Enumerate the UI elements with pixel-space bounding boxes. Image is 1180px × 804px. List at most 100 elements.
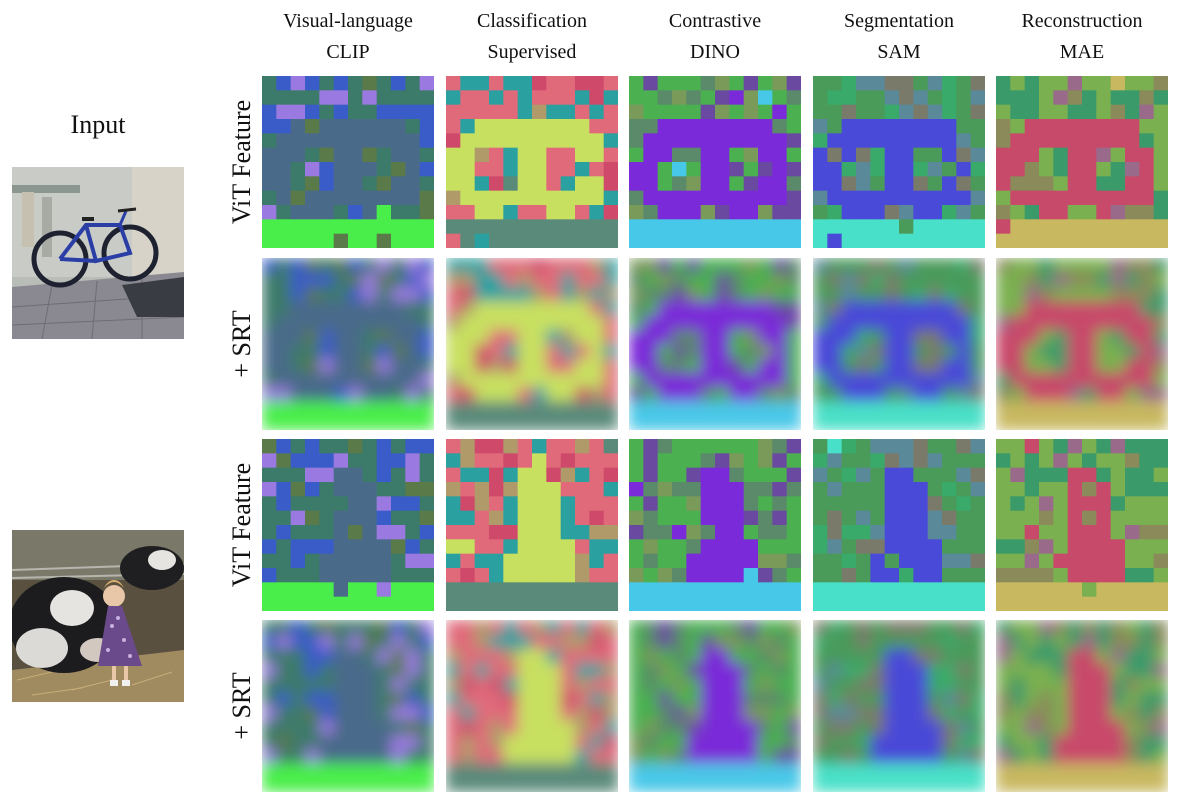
feature-patch [672,620,687,635]
feature-patch [913,568,929,583]
feature-patch [1110,358,1126,374]
feature-patch [970,176,985,192]
feature-patch [376,104,392,120]
feature-patch [1024,620,1040,635]
feature-patch [405,301,421,316]
feature-patch [405,329,421,345]
feature-patch [913,133,929,149]
feature-patch [333,663,349,678]
feature-patch [474,315,490,331]
feature-patch [603,415,618,430]
feature-patch [657,258,673,273]
feature-patch [1067,525,1083,540]
feature-patch [1067,777,1083,792]
feature-patch [758,777,773,792]
feature-patch [276,777,292,792]
feature-patch [589,510,605,526]
feature-patch [1139,176,1155,192]
feature-patch [1010,525,1026,540]
feature-patch [603,104,618,120]
feature-patch [305,104,320,120]
feature-patch [870,315,886,331]
feature-patch [715,620,730,635]
feature-patch [643,190,659,206]
feature-patch [827,453,843,469]
feature-patch [532,691,547,707]
feature-patch [870,205,886,220]
feature-patch [503,482,519,497]
feature-patch [362,706,378,721]
feature-patch [841,525,857,540]
feature-patch [1024,219,1040,235]
feature-patch [672,119,687,134]
feature-patch [942,620,957,635]
feature-patch [405,706,421,721]
feature-patch [1024,706,1040,721]
feature-patch [686,301,702,316]
feature-patch [686,372,702,388]
feature-patch [290,525,306,540]
feature-patch [686,482,702,497]
feature-patch [1139,749,1155,764]
feature-patch [262,176,277,192]
feature-patch [629,706,644,721]
feature-patch [786,620,801,635]
feature-patch [686,763,702,779]
feature-patch [786,372,801,388]
feature-patch [532,147,547,163]
feature-patch [813,496,828,512]
feature-patch [1139,205,1155,220]
feature-patch [333,553,349,569]
feature-patch [1110,205,1126,220]
feature-patch [729,720,745,736]
feature-patch [503,663,519,678]
feature-patch [474,496,490,512]
feature-patch [1139,510,1155,526]
feature-patch [1067,691,1083,707]
feature-patch [772,734,788,750]
feature-patch [446,344,461,359]
feature-patch [970,90,985,106]
feature-patch [575,387,590,402]
feature-patch [446,634,461,650]
feature-patch [827,482,843,497]
feature-patch [376,401,392,417]
feature-patch [517,596,533,611]
feature-patch [813,648,828,664]
feature-patch [391,482,406,497]
feature-patch [743,415,759,430]
feature-patch [1153,133,1168,149]
feature-patch [786,582,801,598]
feature-patch [517,568,533,583]
feature-patch [996,482,1011,497]
feature-patch [405,119,421,134]
feature-patch [729,467,745,483]
feature-patch [405,648,421,664]
feature-patch [575,582,590,598]
feature-patch [884,596,900,611]
feature-patch [560,301,576,316]
feature-patch [856,147,871,163]
feature-patch [996,233,1011,248]
feature-patch [657,219,673,235]
feature-patch [672,706,687,721]
feature-patch [1010,119,1026,134]
feature-patch [813,190,828,206]
feature-patch [729,190,745,206]
feature-patch [913,749,929,764]
feature-patch [575,190,590,206]
feature-patch [305,133,320,149]
feature-patch [1096,104,1112,120]
feature-patch [927,176,943,192]
feature-patch [813,691,828,707]
feature-patch [729,372,745,388]
feature-patch [391,358,406,374]
feature-patch [913,147,929,163]
feature-patch [856,706,871,721]
feature-patch [1039,190,1054,206]
feature-patch [419,734,434,750]
feature-patch [1110,691,1126,707]
feature-patch [996,539,1011,555]
feature-patch [589,329,605,345]
feature-patch [560,525,576,540]
